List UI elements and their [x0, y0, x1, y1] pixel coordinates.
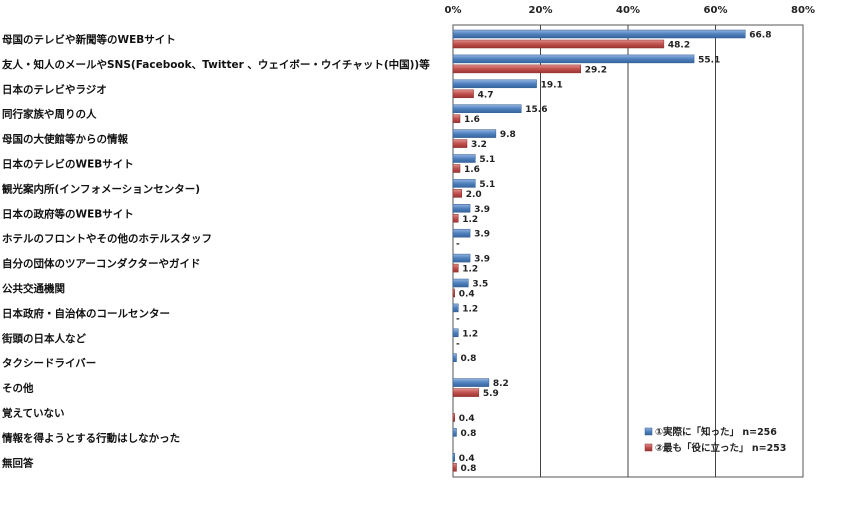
data-label-series-2: - — [456, 339, 460, 349]
legend-label-series-1: ①実際に「知った」 n=256 — [655, 426, 777, 438]
data-label-series-1: 66.8 — [749, 31, 771, 41]
bar-series-1 — [452, 303, 459, 313]
data-label-series-1: 15.6 — [525, 105, 547, 115]
legend-swatch-series-1 — [644, 427, 653, 436]
category-label: 自分の団体のツアーコンダクターやガイド — [2, 257, 200, 270]
data-label-series-1: 55.1 — [698, 55, 720, 65]
legend-swatch-series-2 — [644, 443, 653, 452]
bar-series-2 — [452, 263, 459, 273]
data-label-series-1: 9.8 — [500, 130, 516, 140]
data-label-series-2: 0.4 — [459, 414, 475, 424]
bar-series-2 — [452, 39, 665, 49]
data-label-series-2: - — [456, 314, 460, 324]
category-label: 同行家族や周りの人 — [2, 108, 97, 121]
bar-series-1 — [452, 453, 455, 462]
bar-series-2 — [452, 214, 459, 223]
bar-series-2 — [452, 114, 461, 123]
category-label: 公共交通機関 — [2, 282, 65, 295]
bar-series-2 — [452, 164, 461, 173]
category-label: 友人・知人のメールやSNS(Facebook、Twitter 、ウェイボー・ウイ… — [1, 58, 430, 71]
data-label-series-1: 1.2 — [462, 304, 478, 314]
bar-series-1 — [452, 179, 476, 188]
data-label-series-1: 0.8 — [461, 354, 477, 364]
bar-series-1 — [452, 204, 471, 213]
category-label: 日本のテレビやラジオ — [2, 83, 107, 96]
data-label-series-1: 5.1 — [479, 155, 495, 165]
data-label-series-1: 1.2 — [462, 329, 478, 339]
data-label-series-1: 5.1 — [479, 180, 495, 190]
x-tick-label: 20% — [529, 5, 553, 16]
data-label-series-1: 0.8 — [461, 429, 477, 439]
category-label: 街頭の日本人など — [1, 332, 86, 345]
category-label: その他 — [2, 382, 34, 395]
category-label: 日本のテレビのWEBサイト — [2, 158, 134, 171]
bar-series-2 — [452, 413, 455, 422]
bar-series-2 — [452, 139, 468, 148]
data-label-series-2: 4.7 — [478, 90, 494, 100]
bar-series-1 — [452, 29, 746, 39]
data-label-series-2: 2.0 — [466, 190, 482, 200]
bar-series-2 — [452, 64, 581, 74]
x-tick-label: 60% — [704, 5, 728, 16]
data-label-series-2: 5.9 — [483, 389, 499, 399]
bar-series-1 — [452, 54, 695, 64]
bar-series-2 — [452, 463, 457, 472]
data-label-series-1: 19.1 — [541, 80, 563, 90]
data-label-series-1: 3.9 — [474, 255, 490, 265]
data-label-series-2: 1.2 — [462, 215, 478, 225]
data-label-series-1: 3.9 — [474, 230, 490, 240]
data-label-series-2: 1.2 — [462, 265, 478, 275]
data-label-series-2: 1.6 — [464, 165, 480, 175]
data-label-series-2: - — [456, 240, 460, 250]
category-label: 母国のテレビや新聞等のWEBサイト — [2, 33, 176, 46]
data-label-series-1: 0.4 — [459, 454, 475, 464]
data-label-series-1: 3.5 — [472, 280, 488, 290]
category-label: 日本政府・自治体のコールセンター — [2, 307, 170, 320]
category-label: 観光案内所(インフォメーションセンター) — [2, 182, 200, 195]
bar-series-1 — [452, 428, 457, 437]
data-label-series-2: 29.2 — [585, 65, 607, 75]
category-label: 母国の大使館等からの情報 — [2, 133, 128, 146]
legend-label-series-2: ②最も「役に立った」 n=253 — [655, 442, 786, 454]
category-label: タクシードライバー — [2, 358, 96, 370]
bar-series-2 — [452, 189, 462, 198]
bar-series-1 — [452, 228, 471, 238]
data-label-series-1: 3.9 — [474, 205, 490, 215]
x-tick-label: 80% — [791, 5, 815, 16]
category-label: 無回答 — [2, 456, 34, 469]
category-label: 日本の政府等のWEBサイト — [2, 207, 134, 220]
data-label-series-1: 8.2 — [493, 379, 509, 389]
category-label: 情報を得ようとする行動はしなかった — [2, 431, 180, 444]
data-label-series-2: 48.2 — [668, 41, 690, 51]
bar-series-2 — [452, 388, 480, 397]
bar-series-1 — [452, 253, 471, 263]
bar-series-1 — [452, 278, 469, 288]
bar-series-2 — [452, 89, 474, 99]
bar-series-1 — [452, 104, 522, 113]
category-label: ホテルのフロントやその他のホテルスタッフ — [2, 232, 212, 245]
category-label: 覚えていない — [2, 407, 64, 420]
bar-series-1 — [452, 79, 537, 89]
data-label-series-2: 1.6 — [464, 115, 480, 125]
bar-series-1 — [452, 328, 459, 338]
bar-series-1 — [452, 154, 476, 163]
data-label-series-2: 0.4 — [459, 290, 475, 300]
bar-series-1 — [452, 378, 490, 387]
bar-series-1 — [452, 353, 457, 362]
data-label-series-2: 0.8 — [461, 464, 477, 474]
bar-series-1 — [452, 129, 497, 138]
data-label-series-2: 3.2 — [471, 140, 487, 150]
x-tick-label: 0% — [445, 5, 462, 16]
x-tick-label: 40% — [616, 5, 640, 16]
bar-series-2 — [452, 288, 455, 298]
